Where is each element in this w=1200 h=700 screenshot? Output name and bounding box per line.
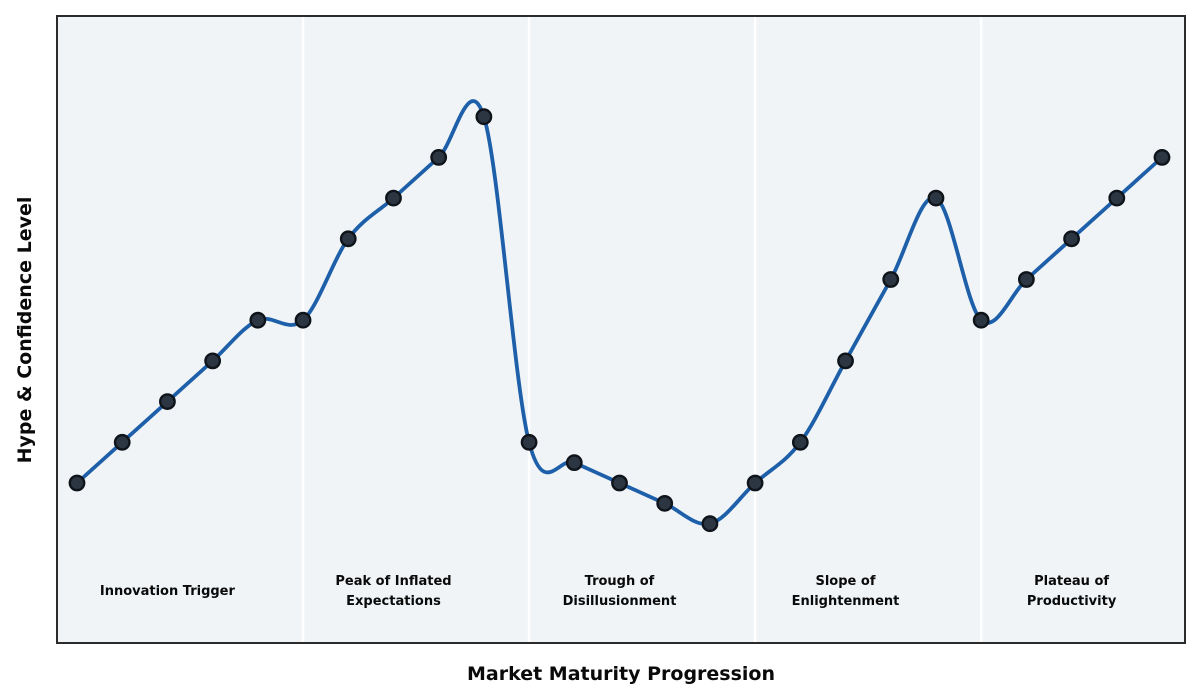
data-point-marker [565,454,583,472]
data-point-marker [159,393,176,410]
x-axis-label: Market Maturity Progression [466,663,776,685]
data-point-marker [294,311,312,329]
data-point-marker [1017,271,1035,288]
plot-border [56,15,1186,644]
data-point-marker [1153,148,1171,166]
data-point-marker [701,515,719,533]
data-point-marker [656,494,674,512]
data-point-marker [339,230,357,248]
hype-curve-line [75,99,1164,526]
data-point-marker [68,474,86,492]
data-point-marker [1108,189,1126,207]
data-point-marker [475,108,493,126]
plot-area: Innovation Trigger Peak of Inflated Expe… [56,15,1186,644]
data-point-marker [204,352,222,370]
data-point-marker [520,433,538,451]
phase-label-trough-of-disillusionment: Trough of Disillusionment [562,573,677,609]
data-point-marker [746,474,764,492]
y-axis-label: Hype & Confidence Level [14,196,36,464]
data-point-marker [927,189,945,207]
data-point-marker [113,433,131,451]
data-point-marker [837,352,854,370]
data-point-marker [611,474,628,492]
data-point-marker [972,311,990,329]
plot-background [56,15,1186,644]
data-point-marker [430,148,448,166]
phase-label-plateau-of-productivity: Plateau of Productivity [1026,573,1117,609]
data-point-marker [385,189,402,207]
phase-label-peak-of-inflated-expectations: Peak of Inflated Expectations [335,573,452,609]
data-point-marker [1063,230,1080,248]
phase-label-innovation-trigger: Innovation Trigger [99,583,235,599]
hype-curve-chart [56,15,1186,644]
data-point-marker [882,271,900,288]
phase-label-slope-of-enlightenment: Slope of Enlightenment [791,573,900,609]
data-point-marker [791,433,809,451]
data-point-marker [249,311,267,329]
